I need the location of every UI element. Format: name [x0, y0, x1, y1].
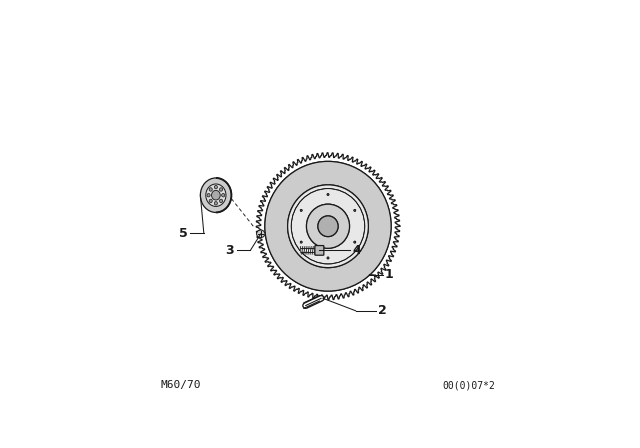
Ellipse shape — [257, 230, 265, 237]
Ellipse shape — [209, 188, 212, 191]
Ellipse shape — [300, 241, 302, 243]
Ellipse shape — [212, 190, 220, 200]
Ellipse shape — [327, 194, 329, 195]
Ellipse shape — [307, 204, 349, 248]
Ellipse shape — [318, 216, 338, 237]
Ellipse shape — [354, 241, 356, 243]
Text: 00(0)07*2: 00(0)07*2 — [442, 380, 495, 390]
Ellipse shape — [287, 185, 369, 267]
FancyBboxPatch shape — [315, 246, 324, 255]
Ellipse shape — [318, 216, 338, 237]
Text: M60/70: M60/70 — [161, 380, 201, 390]
Ellipse shape — [209, 199, 212, 202]
Ellipse shape — [214, 185, 218, 189]
Ellipse shape — [207, 194, 210, 197]
Ellipse shape — [307, 204, 349, 248]
Ellipse shape — [300, 210, 302, 211]
Ellipse shape — [354, 210, 356, 211]
Text: 5: 5 — [179, 227, 188, 240]
Ellipse shape — [265, 161, 391, 291]
Text: 2: 2 — [378, 304, 387, 317]
Text: 3: 3 — [225, 244, 234, 257]
Ellipse shape — [200, 178, 232, 212]
Ellipse shape — [327, 194, 329, 195]
Ellipse shape — [220, 188, 223, 191]
Ellipse shape — [287, 185, 369, 267]
Ellipse shape — [354, 241, 356, 243]
Ellipse shape — [327, 257, 329, 259]
Ellipse shape — [300, 241, 302, 243]
Text: 1: 1 — [385, 268, 394, 281]
Ellipse shape — [220, 199, 223, 202]
Text: 4: 4 — [352, 244, 361, 257]
Ellipse shape — [300, 210, 302, 211]
Ellipse shape — [206, 184, 226, 207]
Ellipse shape — [327, 257, 329, 259]
Ellipse shape — [354, 210, 356, 211]
Ellipse shape — [214, 202, 218, 205]
Ellipse shape — [221, 194, 225, 197]
